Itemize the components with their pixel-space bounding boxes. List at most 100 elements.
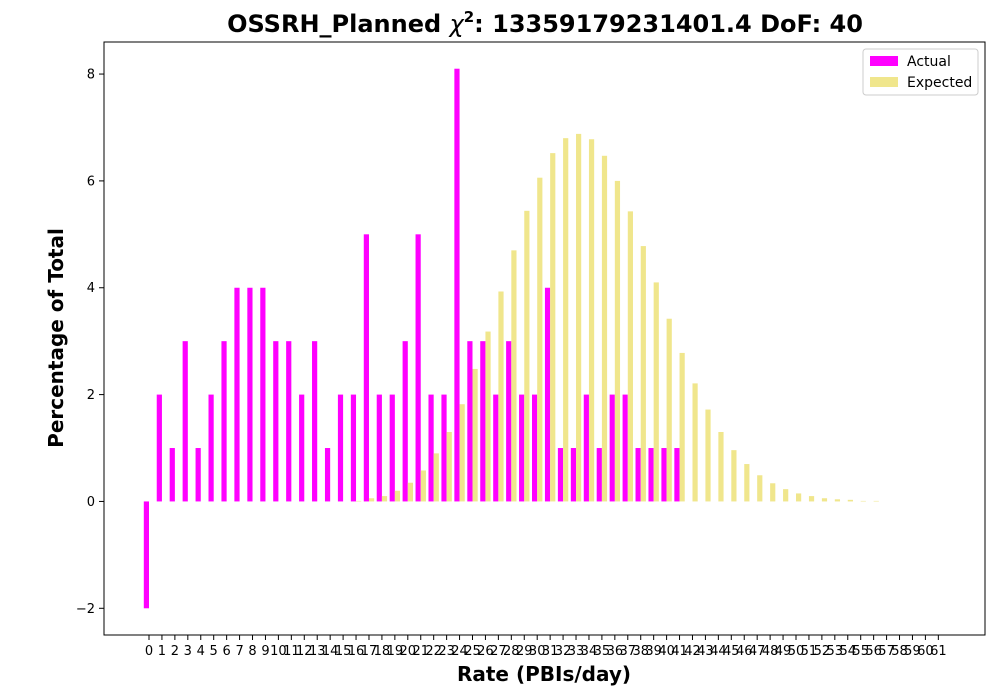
bars-group [143, 68, 879, 609]
x-axis-title: Rate (PBIs/day) [457, 662, 631, 686]
x-tick-label: 10 [270, 644, 287, 659]
bar-expected-23 [446, 431, 452, 502]
x-tick-label: 18 [374, 644, 391, 659]
bar-expected-33 [576, 133, 582, 502]
bar-actual-6 [221, 341, 227, 502]
bar-actual-31 [544, 287, 551, 502]
x-tick-label: 39 [645, 644, 662, 659]
bar-expected-52 [821, 498, 828, 502]
bar-actual-37 [622, 394, 628, 502]
x-tick-label: 2 [171, 644, 179, 659]
bar-expected-27 [498, 291, 504, 502]
bar-actual-27 [493, 394, 499, 502]
x-tick-label: 28 [503, 644, 520, 659]
y-tick-label: 0 [87, 495, 95, 510]
x-tick-label: 15 [335, 644, 352, 659]
bar-actual-35 [596, 448, 602, 502]
x-tick-label: 32 [555, 644, 572, 659]
bar-expected-35 [601, 155, 608, 502]
bar-expected-20 [407, 482, 413, 502]
legend-swatch-actual [870, 56, 898, 66]
x-tick-label: 55 [852, 644, 869, 659]
x-tick-label: 0 [145, 644, 153, 659]
x-tick-label: 26 [477, 644, 494, 659]
x-tick-label: 17 [361, 644, 378, 659]
bar-actual-41 [674, 448, 680, 502]
x-tick-label: 61 [930, 644, 947, 659]
x-tick-label: 5 [210, 644, 218, 659]
bar-actual-33 [570, 448, 577, 502]
bar-actual-7 [234, 287, 240, 502]
x-tick-label: 46 [736, 644, 753, 659]
bar-expected-51 [808, 496, 815, 502]
bar-expected-49 [783, 489, 789, 502]
legend-swatch-expected [870, 77, 898, 87]
bar-expected-41 [679, 352, 685, 502]
legend-label-expected: Expected [907, 75, 972, 91]
x-tick-label: 24 [451, 644, 468, 659]
x-tick-label: 44 [710, 644, 727, 659]
bar-actual-25 [467, 341, 473, 502]
x-tick-label: 21 [412, 644, 429, 659]
bar-actual-19 [389, 394, 395, 502]
bar-actual-32 [557, 448, 564, 502]
x-tick-label: 41 [671, 644, 688, 659]
x-tick-label: 16 [348, 644, 365, 659]
bar-actual-16 [350, 394, 357, 502]
bar-expected-44 [718, 431, 724, 502]
bar-actual-36 [609, 394, 615, 502]
bar-expected-56 [873, 500, 879, 502]
bar-actual-17 [363, 234, 369, 502]
x-tick-label: 1 [158, 644, 166, 659]
bar-expected-47 [757, 475, 763, 502]
bar-actual-3 [182, 341, 188, 502]
bar-actual-23 [441, 394, 447, 502]
bar-actual-5 [208, 394, 214, 502]
x-tick-label: 59 [904, 644, 921, 659]
x-tick-label: 9 [261, 644, 269, 659]
x-tick-label: 4 [197, 644, 205, 659]
bar-expected-28 [511, 250, 517, 502]
bar-actual-34 [583, 394, 589, 502]
bar-actual-20 [402, 341, 408, 502]
y-axis-title: Percentage of Total [44, 228, 68, 448]
x-tick-label: 30 [529, 644, 546, 659]
x-tick-label: 51 [801, 644, 818, 659]
bar-actual-13 [312, 341, 318, 502]
x-tick-label: 37 [620, 644, 637, 659]
legend: Actual Expected [862, 48, 979, 96]
y-tick-label: 4 [87, 281, 95, 296]
x-tick-label: 31 [542, 644, 559, 659]
bar-expected-55 [860, 500, 866, 502]
bar-expected-36 [614, 180, 621, 502]
bar-expected-46 [744, 464, 750, 502]
bar-actual-39 [648, 448, 654, 502]
bar-actual-14 [324, 448, 331, 502]
x-tick-label: 19 [387, 644, 404, 659]
x-tick-label: 45 [723, 644, 740, 659]
bar-actual-15 [337, 394, 344, 502]
y-tick-label: 2 [87, 388, 95, 403]
bar-expected-32 [563, 138, 569, 502]
y-axis-ticks: −2 0 2 4 6 8 [76, 68, 104, 617]
x-tick-label: 14 [322, 644, 339, 659]
bar-expected-29 [524, 210, 530, 502]
x-tick-label: 22 [425, 644, 442, 659]
x-tick-label: 57 [878, 644, 895, 659]
bar-actual-2 [169, 448, 175, 502]
bar-expected-42 [692, 383, 698, 502]
x-tick-label: 3 [184, 644, 192, 659]
bar-expected-22 [433, 453, 439, 502]
x-tick-label: 13 [309, 644, 326, 659]
chart-title: OSSRH_Planned χ2: 13359179231401.4 DoF: … [227, 8, 863, 38]
bar-actual-10 [273, 341, 279, 502]
legend-label-actual: Actual [907, 54, 951, 70]
bar-actual-11 [286, 341, 292, 502]
x-tick-label: 6 [222, 644, 230, 659]
bar-expected-24 [459, 404, 465, 502]
bar-expected-45 [731, 450, 737, 502]
bar-expected-21 [420, 470, 426, 502]
bar-actual-24 [454, 68, 460, 502]
x-tick-label: 52 [814, 644, 831, 659]
bar-actual-28 [506, 341, 512, 502]
